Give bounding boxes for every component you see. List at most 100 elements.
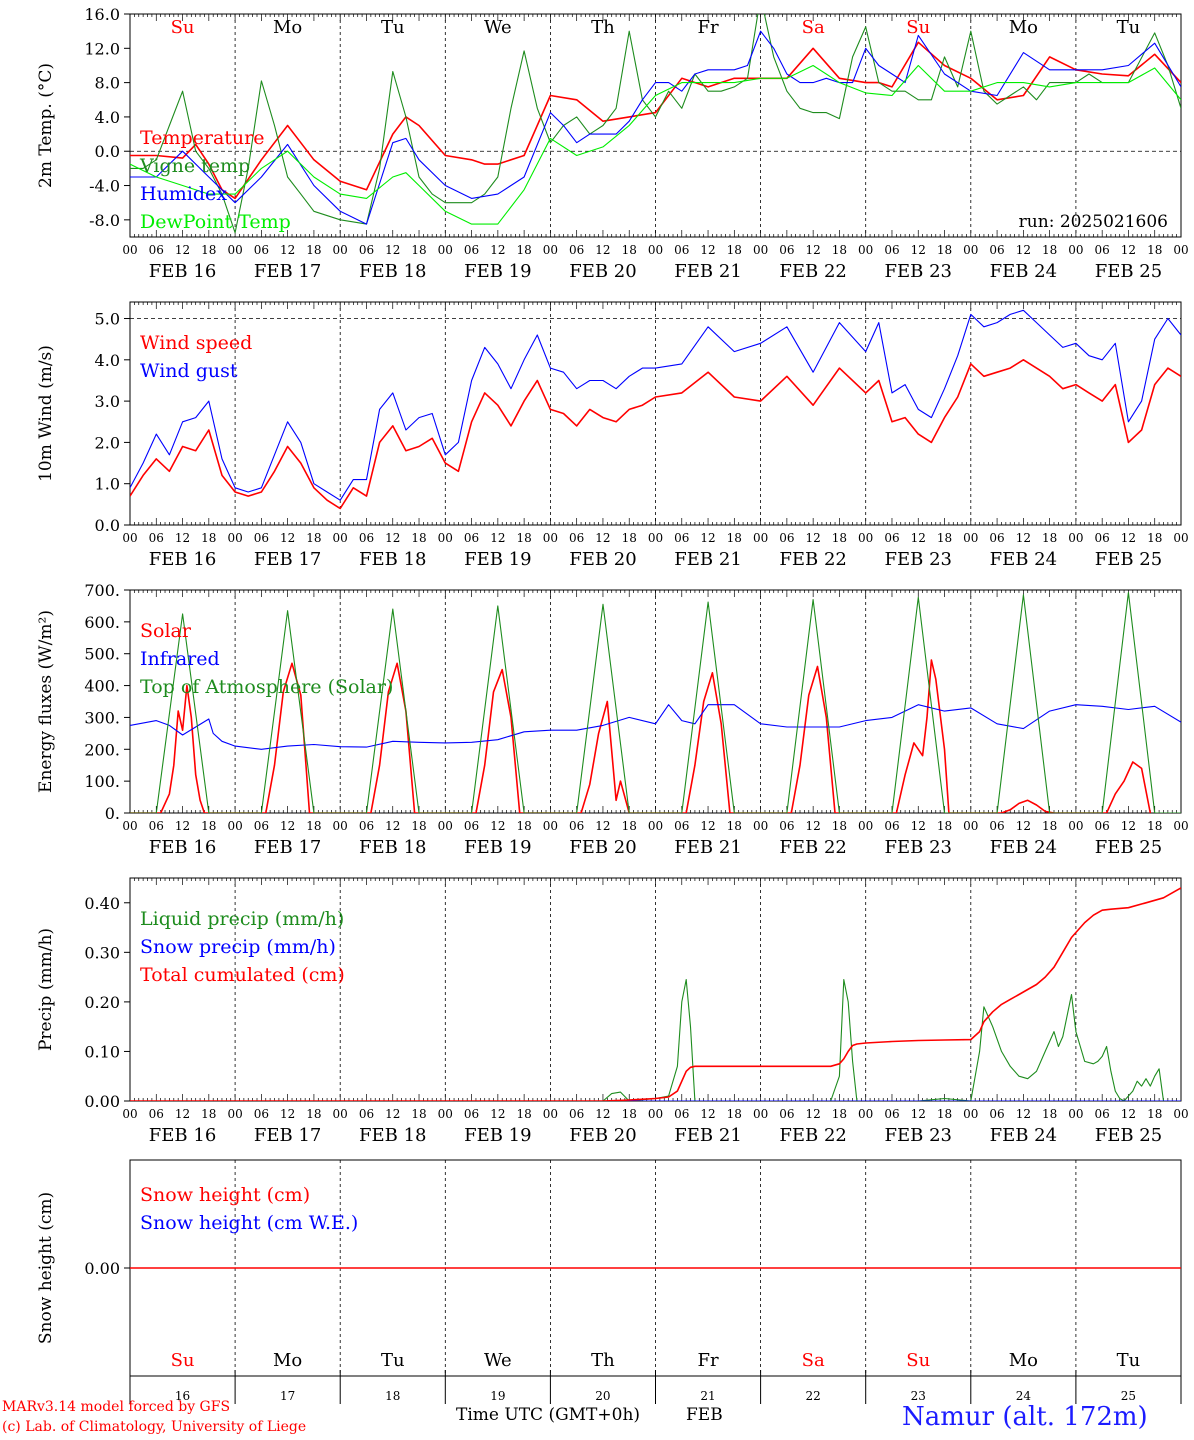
legend-entry: Total cumulated (cm) xyxy=(140,964,345,986)
day-name: We xyxy=(484,1350,512,1371)
hour-tick-label: 00 xyxy=(1068,1107,1083,1121)
hour-tick-label: 00 xyxy=(438,243,453,257)
hour-tick-label: 12 xyxy=(490,819,505,833)
y-tick-label: 0.20 xyxy=(84,993,120,1012)
date-label: FEB 19 xyxy=(464,1125,531,1146)
day-name: Th xyxy=(591,17,615,38)
hour-tick-label: 00 xyxy=(543,531,558,545)
hour-tick-label: 12 xyxy=(385,243,400,257)
hour-tick-label: 06 xyxy=(674,1107,689,1121)
date-label: FEB 25 xyxy=(1095,549,1162,570)
hour-tick-label: 00 xyxy=(963,531,978,545)
hour-tick-label: 18 xyxy=(201,819,216,833)
date-label: FEB 23 xyxy=(885,837,952,858)
legend-entry: Infrared xyxy=(140,648,220,670)
hour-tick-label: 12 xyxy=(1121,243,1136,257)
hour-tick-label: 00 xyxy=(1173,531,1188,545)
day-number: 16 xyxy=(175,1389,190,1403)
credit-line-1: MARv3.14 model forced by GFS xyxy=(2,1399,231,1415)
y-tick-label: 12.0 xyxy=(84,39,120,58)
hour-tick-label: 12 xyxy=(385,531,400,545)
hour-tick-label: 12 xyxy=(1016,819,1031,833)
hour-tick-label: 12 xyxy=(280,819,295,833)
day-name: Mo xyxy=(1009,17,1038,38)
hour-tick-label: 12 xyxy=(595,531,610,545)
y-tick-label: 300. xyxy=(84,708,120,727)
y-tick-label: 400. xyxy=(84,677,120,696)
hour-tick-label: 12 xyxy=(490,243,505,257)
hour-tick-label: 06 xyxy=(149,819,164,833)
hour-tick-label: 06 xyxy=(779,243,794,257)
hour-tick-label: 06 xyxy=(464,531,479,545)
date-label: FEB 21 xyxy=(674,549,741,570)
series-line-wind-gust xyxy=(130,309,1181,501)
hour-tick-label: 18 xyxy=(1147,1107,1162,1121)
day-number: 20 xyxy=(595,1389,610,1403)
hour-tick-label: 00 xyxy=(543,1107,558,1121)
hour-tick-label: 18 xyxy=(622,531,637,545)
y-tick-label: 0.0 xyxy=(95,142,120,161)
date-label: FEB 24 xyxy=(990,1125,1057,1146)
hour-tick-label: 12 xyxy=(175,1107,190,1121)
hour-tick-label: 00 xyxy=(227,819,242,833)
day-name: Tu xyxy=(381,1350,405,1371)
hour-tick-label: 00 xyxy=(1068,531,1083,545)
hour-tick-label: 06 xyxy=(779,819,794,833)
hour-tick-label: 18 xyxy=(411,243,426,257)
hour-tick-label: 12 xyxy=(595,243,610,257)
hour-tick-label: 12 xyxy=(595,819,610,833)
hour-tick-label: 00 xyxy=(122,243,137,257)
date-label: FEB 19 xyxy=(464,549,531,570)
hour-tick-label: 12 xyxy=(806,531,821,545)
date-label: FEB 20 xyxy=(569,549,636,570)
hour-tick-label: 18 xyxy=(306,243,321,257)
hour-tick-label: 12 xyxy=(806,243,821,257)
hour-tick-label: 06 xyxy=(464,1107,479,1121)
hour-tick-label: 18 xyxy=(306,1107,321,1121)
hour-tick-label: 12 xyxy=(1016,1107,1031,1121)
hour-tick-label: 12 xyxy=(700,1107,715,1121)
series-line-solar xyxy=(130,659,1152,813)
hour-tick-label: 12 xyxy=(700,531,715,545)
hour-tick-label: 00 xyxy=(543,819,558,833)
hour-tick-label: 00 xyxy=(122,1107,137,1121)
hour-tick-label: 18 xyxy=(937,1107,952,1121)
legend-entry: Wind gust xyxy=(140,360,238,382)
hour-tick-label: 06 xyxy=(884,819,899,833)
hour-tick-label: 12 xyxy=(700,243,715,257)
day-name: We xyxy=(484,17,512,38)
series-line-temperature xyxy=(130,41,1181,200)
y-tick-label: 0. xyxy=(105,804,120,823)
legend-entry: Solar xyxy=(140,620,192,642)
hour-tick-label: 12 xyxy=(1121,1107,1136,1121)
hour-tick-label: 00 xyxy=(648,819,663,833)
date-label: FEB 22 xyxy=(779,837,846,858)
day-name: Su xyxy=(906,1350,930,1371)
day-name: Mo xyxy=(1009,1350,1038,1371)
hour-tick-label: 06 xyxy=(1095,243,1110,257)
legend-entry: Vigne temp xyxy=(139,155,250,177)
y-tick-label: 4.0 xyxy=(95,351,120,370)
series-line-liquid-precip-mm-h- xyxy=(130,979,1181,1101)
hour-tick-label: 00 xyxy=(1173,243,1188,257)
hour-tick-label: 00 xyxy=(963,243,978,257)
hour-tick-label: 18 xyxy=(832,243,847,257)
day-name: Th xyxy=(591,1350,615,1371)
day-name: Fr xyxy=(698,17,719,38)
hour-tick-label: 12 xyxy=(385,819,400,833)
legend-entry: Top of Atmosphere (Solar) xyxy=(140,676,393,698)
date-label: FEB 18 xyxy=(359,1125,426,1146)
hour-tick-label: 18 xyxy=(1147,531,1162,545)
hour-tick-label: 06 xyxy=(674,819,689,833)
hour-tick-label: 18 xyxy=(832,819,847,833)
date-label: FEB 19 xyxy=(464,261,531,282)
hour-tick-label: 06 xyxy=(569,531,584,545)
date-label: FEB 17 xyxy=(254,837,321,858)
hour-tick-label: 06 xyxy=(569,1107,584,1121)
day-number: 17 xyxy=(280,1389,295,1403)
y-tick-label: 200. xyxy=(84,740,120,759)
panel-snow: Su Mo Tu We Th Fr Sa Su Mo Tu 16 17 18 19 20 21 22 23 24 25… xyxy=(36,1159,1182,1404)
hour-tick-label: 18 xyxy=(516,1107,531,1121)
y-axis-label: Energy fluxes (W/m²) xyxy=(36,610,56,793)
time-axis-label: Time UTC (GMT+0h) xyxy=(456,1405,641,1425)
